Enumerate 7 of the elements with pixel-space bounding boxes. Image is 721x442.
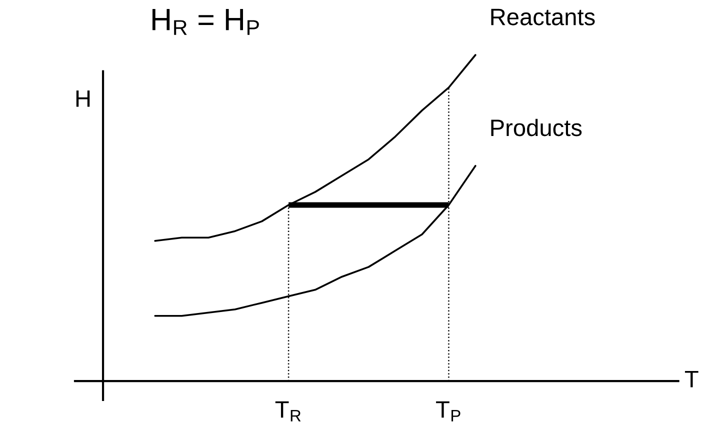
y-axis-title: H	[76, 90, 90, 107]
series-label: Reactants	[491, 8, 595, 26]
x-tick-label: T$_{P}$	[436, 401, 460, 422]
series-label: Products	[491, 118, 582, 136]
chart-title: H$_{R}$ = H$_{P}$	[152, 9, 259, 35]
x-tick-label: T$_{R}$	[275, 401, 301, 422]
text: T	[684, 370, 698, 388]
